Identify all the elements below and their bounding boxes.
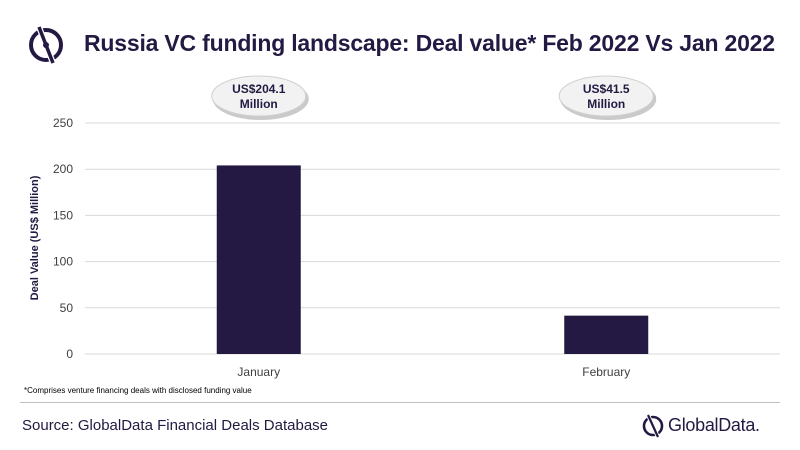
- y-tick-label: 250: [53, 116, 73, 130]
- brand-name: GlobalData.: [668, 415, 760, 435]
- x-tick-label: February: [582, 365, 630, 379]
- data-label: US$41.5: [583, 82, 630, 96]
- annotation-bubble: [558, 75, 654, 117]
- y-tick-label: 50: [60, 301, 74, 315]
- globaldata-brand-logo: GlobalData.: [640, 410, 790, 440]
- data-label-unit: Million: [587, 97, 625, 111]
- y-tick-label: 100: [53, 255, 73, 269]
- globaldata-mark-icon: [642, 414, 664, 438]
- data-label-unit: Million: [240, 97, 278, 111]
- y-tick-label: 0: [66, 347, 73, 361]
- chart-title: Russia VC funding landscape: Deal value*…: [84, 30, 775, 56]
- x-tick-label: January: [237, 365, 280, 379]
- y-tick-label: 200: [53, 162, 73, 176]
- data-label: US$204.1: [232, 82, 286, 96]
- divider: [20, 402, 780, 403]
- globaldata-logo-icon: [26, 22, 66, 68]
- y-axis-label: Deal Value (US$ Million): [29, 175, 41, 300]
- bar: [564, 315, 649, 354]
- bar: [216, 165, 301, 354]
- annotation-bubble: [211, 75, 307, 117]
- y-tick-label: 150: [53, 208, 73, 222]
- source-label: Source: GlobalData Financial Deals Datab…: [22, 417, 328, 434]
- footnote: *Comprises venture financing deals with …: [24, 386, 252, 395]
